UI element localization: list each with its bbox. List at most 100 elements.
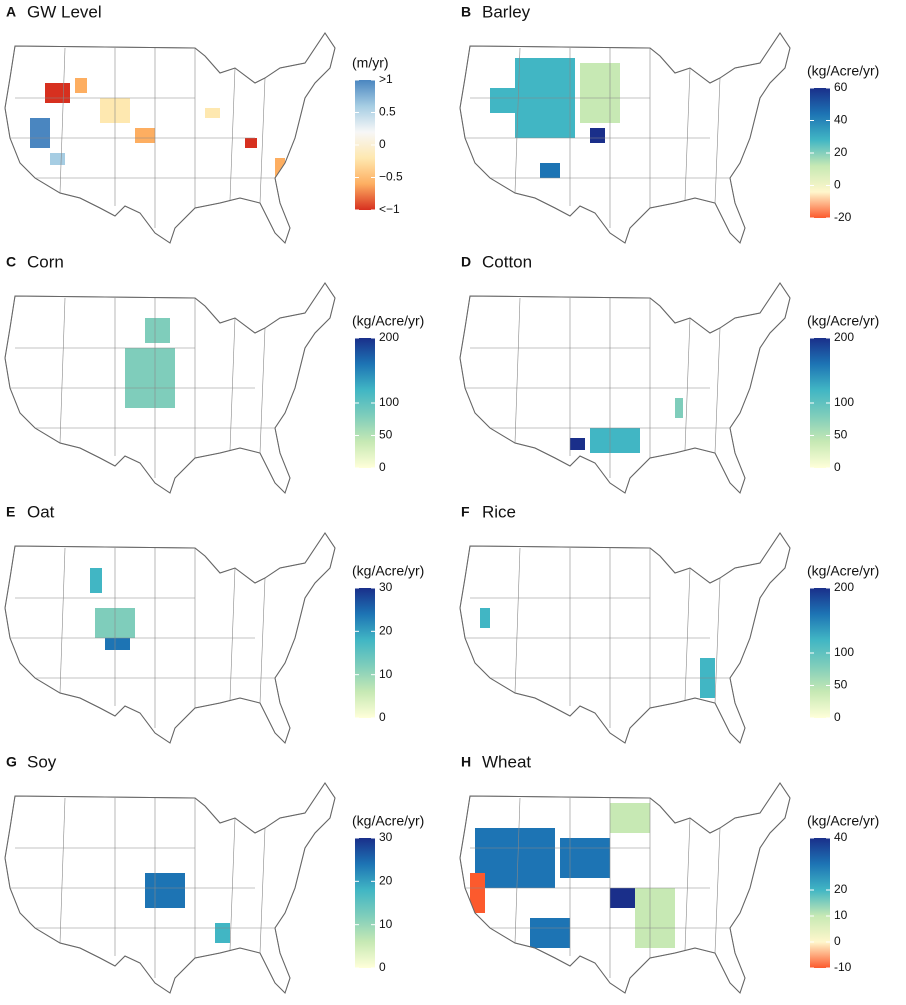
colorbar-tick-label: 20 [379,874,393,888]
county-patch [30,118,50,148]
us-border [459,532,791,744]
colorbar-tick-label: 50 [834,428,848,442]
panel-letter: A [6,4,16,20]
state-line [714,577,721,704]
panel-letter: G [6,754,17,770]
county-patch [470,873,485,913]
panel-letter: C [6,254,16,270]
colorbar-tick-label: 100 [834,395,854,409]
county-patch [105,638,130,650]
colorbar-tick-label: 10 [834,908,848,922]
state-line [684,567,691,701]
state-line [259,77,266,204]
colorbar-tick-label: 10 [379,667,393,681]
colorbar-tick-label: 20 [379,624,393,638]
legend-unit: (kg/Acre/yr) [807,813,879,829]
county-patch [635,888,675,948]
state-line [59,47,66,194]
panel-letter: H [461,754,471,770]
map [459,782,791,994]
panel-letter: B [461,4,471,20]
county-patch [475,828,555,888]
colorbar [355,588,375,718]
state-line [229,817,236,951]
county-patch [590,428,640,453]
colorbar [355,338,375,468]
colorbar [355,80,375,210]
panel-title: Barley [482,2,531,21]
county-patch [145,873,185,908]
colorbar-tick-label: 0 [834,178,841,192]
county-patch [675,703,700,718]
colorbar-tick-label: 40 [834,113,848,127]
state-line [514,547,521,694]
state-line [684,817,691,951]
colorbar-tick-label: 200 [379,330,399,344]
panel-title: Soy [27,752,57,771]
panel-title: Corn [27,252,64,271]
state-line [59,547,66,694]
state-line [684,67,691,201]
colorbar [810,588,830,718]
county-patch [45,83,70,103]
colorbar-tick-label: 0 [834,460,841,474]
panel: B Barley (kg/Acre/yr)60 40 20 0 -20 [459,2,879,244]
panel: H Wheat (kg/Acre/yr)40 20 10 0 -10 [459,752,879,994]
map-fill [465,797,730,978]
panel: C Corn (kg/Acre/yr)200 100 50 0 [4,252,424,494]
panel-title: Wheat [482,752,531,771]
legend-unit: (kg/Acre/yr) [807,63,879,79]
us-border [4,32,336,244]
map-fill [10,47,285,228]
state-line [714,327,721,454]
county-patch [580,63,620,123]
legend-unit: (kg/Acre/yr) [352,313,424,329]
colorbar-tick-label: -20 [834,210,852,224]
map [459,532,791,744]
state-line [259,827,266,954]
panel-letter: D [461,254,471,270]
state-line [514,47,521,194]
colorbar-tick-label: -10 [834,960,852,974]
us-border [459,32,791,244]
colorbar-tick-label: 30 [379,830,393,844]
county-patch [530,918,570,948]
county-patch [205,108,220,118]
state-line [514,297,521,444]
us-border [4,282,336,494]
colorbar-tick-label: 20 [834,145,848,159]
colorbar-tick-label: 0.5 [379,105,396,119]
colorbar-tick-label: 0 [379,460,386,474]
state-line [59,297,66,444]
county-patch [675,398,683,418]
colorbar-tick-label: 50 [379,428,393,442]
colorbar [810,838,830,968]
county-patch [490,88,515,113]
county-patch [590,128,605,143]
state-line [229,317,236,451]
map [4,32,336,244]
colorbar [810,88,830,218]
colorbar-tick-label: 0 [834,710,841,724]
colorbar-tick-label: 40 [834,830,848,844]
state-line [259,577,266,704]
legend-unit: (kg/Acre/yr) [352,813,424,829]
colorbar-tick-label: 0 [379,960,386,974]
colorbar-tick-label: 200 [834,330,854,344]
county-patch [275,158,285,178]
panel: E Oat (kg/Acre/yr)30 20 10 0 [4,502,424,744]
colorbar-tick-label: 0 [834,934,841,948]
colorbar-tick-label: 0 [379,710,386,724]
panel-title: Oat [27,502,55,521]
county-patch [610,888,640,908]
county-patch [570,438,585,450]
legend-unit: (kg/Acre/yr) [807,563,879,579]
colorbar-tick-label: 30 [379,580,393,594]
colorbar-tick-label: 20 [834,882,848,896]
state-line [714,827,721,954]
map-fill [465,47,730,228]
map-fill [465,297,730,478]
map [4,782,336,994]
panel: D Cotton (kg/Acre/yr)200 100 50 0 [459,252,879,494]
